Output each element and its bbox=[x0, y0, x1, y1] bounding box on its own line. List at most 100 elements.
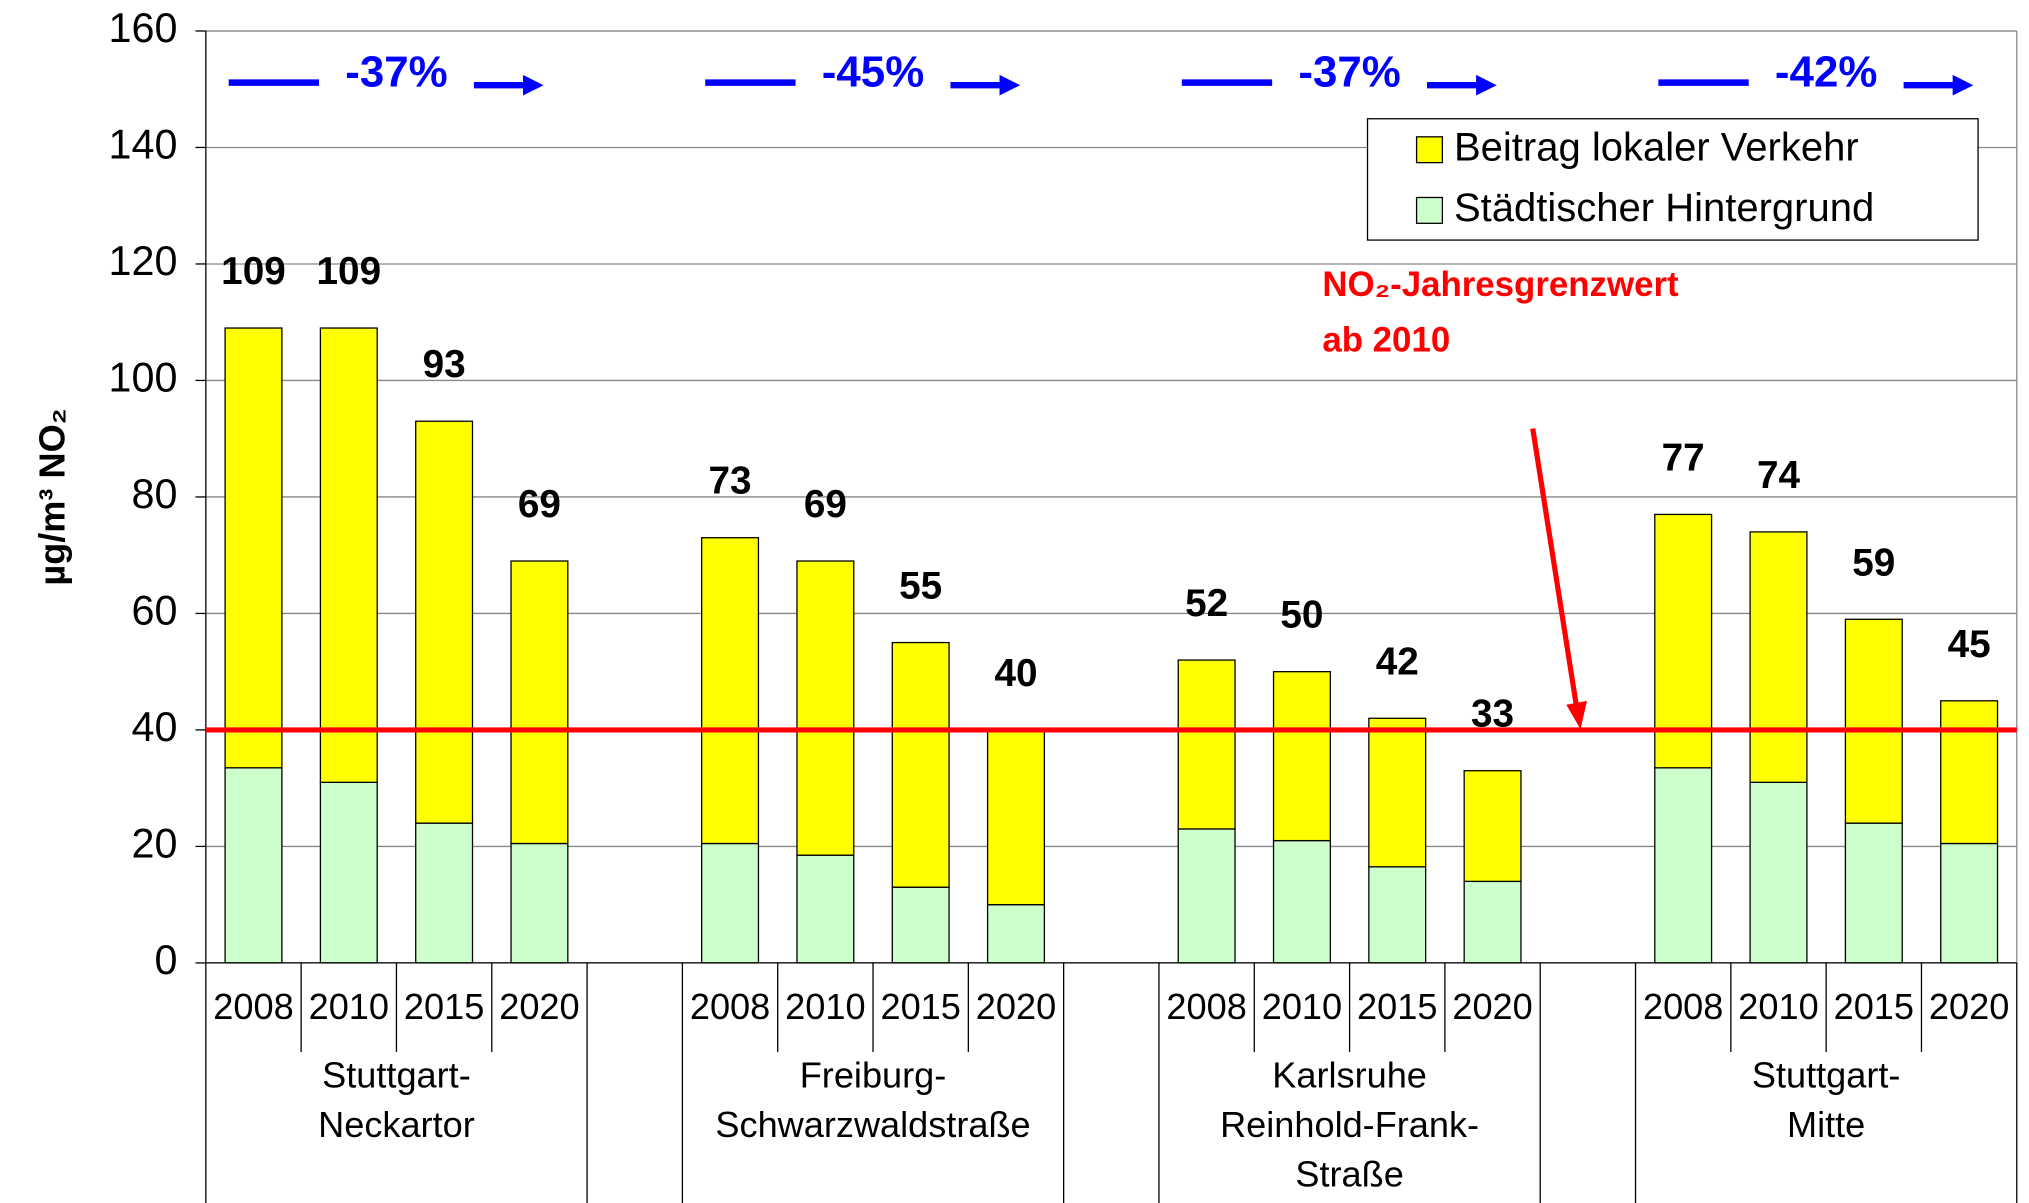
total-label: 40 bbox=[994, 652, 1037, 695]
total-label: 59 bbox=[1852, 541, 1895, 584]
bar-segment bbox=[510, 842, 569, 964]
bar-segment bbox=[1368, 717, 1427, 868]
bar-segment bbox=[224, 327, 283, 769]
group-label: Mitte bbox=[1787, 1104, 1865, 1145]
limit-arrow-head bbox=[1566, 700, 1587, 730]
group-label: Straße bbox=[1295, 1154, 1403, 1195]
y-tick-label: 120 bbox=[109, 238, 178, 284]
legend-swatch bbox=[1415, 136, 1444, 164]
group-label: Stuttgart- bbox=[1752, 1054, 1901, 1095]
bar-segment bbox=[224, 767, 283, 964]
legend-box bbox=[1366, 118, 1979, 241]
change-arrow-head bbox=[522, 74, 544, 96]
y-tick-label: 80 bbox=[131, 471, 177, 517]
bar-segment bbox=[701, 537, 760, 845]
bar-segment bbox=[319, 781, 378, 964]
bar-segment bbox=[1940, 842, 1999, 964]
bar-segment bbox=[796, 854, 855, 964]
legend-label: Städtischer Hintergrund bbox=[1454, 186, 1874, 230]
x-tick-label: 2010 bbox=[785, 986, 865, 1027]
bar-segment bbox=[1177, 659, 1236, 830]
total-label: 50 bbox=[1280, 594, 1323, 637]
total-label: 74 bbox=[1757, 454, 1801, 497]
group-label: Karlsruhe bbox=[1272, 1054, 1427, 1095]
bar-segment bbox=[986, 729, 1046, 906]
bar-segment bbox=[1654, 513, 1713, 769]
change-label: -37% bbox=[1298, 47, 1400, 96]
bar-segment bbox=[1749, 781, 1808, 964]
bar-segment bbox=[1272, 671, 1331, 842]
bar-segment bbox=[701, 842, 760, 964]
group-label: Schwarzwaldstraße bbox=[715, 1104, 1030, 1145]
y-tick-label: 140 bbox=[109, 121, 178, 167]
total-label: 69 bbox=[518, 483, 561, 526]
x-tick-label: 2020 bbox=[499, 986, 579, 1027]
x-tick-label: 2020 bbox=[1929, 986, 2009, 1027]
group-label: Neckartor bbox=[318, 1104, 475, 1145]
y-tick-label: 20 bbox=[131, 820, 177, 866]
change-label: -42% bbox=[1775, 47, 1877, 96]
change-arrow-head bbox=[1476, 74, 1497, 96]
bar-segment bbox=[1368, 866, 1427, 964]
y-tick-label: 40 bbox=[131, 704, 177, 750]
x-tick-label: 2008 bbox=[213, 986, 293, 1027]
bar-segment bbox=[1940, 700, 1999, 845]
x-tick-label: 2010 bbox=[309, 986, 389, 1027]
total-label: 69 bbox=[804, 483, 847, 526]
group-label: Stuttgart- bbox=[322, 1054, 471, 1095]
bar-segment bbox=[1654, 767, 1713, 964]
bar-segment bbox=[1272, 839, 1331, 964]
legend-label: Beitrag lokaler Verkehr bbox=[1454, 125, 1859, 169]
x-tick-label: 2008 bbox=[1166, 986, 1246, 1027]
group-label: Freiburg- bbox=[800, 1054, 947, 1095]
x-tick-label: 2020 bbox=[976, 986, 1056, 1027]
bar-segment bbox=[415, 822, 474, 964]
legend-swatch bbox=[1415, 196, 1444, 224]
total-label: 109 bbox=[221, 250, 286, 293]
change-arrow-head bbox=[1952, 74, 1974, 96]
bar-segment bbox=[796, 560, 855, 856]
x-tick-label: 2015 bbox=[1834, 986, 1914, 1027]
x-tick-label: 2015 bbox=[880, 986, 960, 1027]
change-label: -37% bbox=[345, 47, 447, 96]
limit-label: ab 2010 bbox=[1322, 320, 1450, 359]
y-tick-label: 160 bbox=[109, 5, 178, 51]
bar-segment bbox=[1844, 618, 1903, 824]
group-label: Reinhold-Frank- bbox=[1220, 1104, 1479, 1145]
total-label: 73 bbox=[709, 460, 752, 503]
x-tick-label: 2010 bbox=[1262, 986, 1342, 1027]
bar-segment bbox=[510, 560, 569, 845]
y-tick-label: 60 bbox=[131, 587, 177, 633]
bar-segment bbox=[986, 904, 1046, 964]
change-arrow-head bbox=[999, 74, 1021, 96]
limit-label: NO₂-Jahresgrenzwert bbox=[1322, 265, 1679, 304]
bar-segment bbox=[1844, 822, 1903, 964]
bar-segment bbox=[319, 327, 378, 783]
total-label: 45 bbox=[1948, 623, 1991, 666]
change-label: -45% bbox=[822, 47, 924, 96]
x-tick-label: 2008 bbox=[1643, 986, 1723, 1027]
bar-segment bbox=[1463, 770, 1522, 883]
y-tick-label: 0 bbox=[154, 937, 177, 983]
y-tick-label: 100 bbox=[109, 354, 178, 400]
total-label: 42 bbox=[1376, 640, 1419, 683]
bar-segment bbox=[415, 420, 474, 824]
total-label: 55 bbox=[899, 565, 942, 608]
bar-segment bbox=[1177, 828, 1236, 964]
x-tick-label: 2010 bbox=[1738, 986, 1818, 1027]
bar-segment bbox=[891, 641, 950, 888]
bar-segment bbox=[891, 886, 950, 964]
x-tick-label: 2008 bbox=[690, 986, 770, 1027]
limit-arrow-shaft bbox=[1530, 428, 1580, 708]
bar-segment bbox=[1749, 531, 1808, 783]
x-tick-label: 2015 bbox=[404, 986, 484, 1027]
bar-segment bbox=[1463, 880, 1522, 964]
y-axis-label: µg/m³ NO₂ bbox=[31, 408, 72, 585]
total-label: 52 bbox=[1185, 582, 1228, 625]
x-tick-label: 2015 bbox=[1357, 986, 1437, 1027]
total-label: 109 bbox=[316, 250, 381, 293]
x-tick-label: 2020 bbox=[1452, 986, 1532, 1027]
total-label: 77 bbox=[1662, 436, 1705, 479]
total-label: 93 bbox=[423, 343, 466, 386]
